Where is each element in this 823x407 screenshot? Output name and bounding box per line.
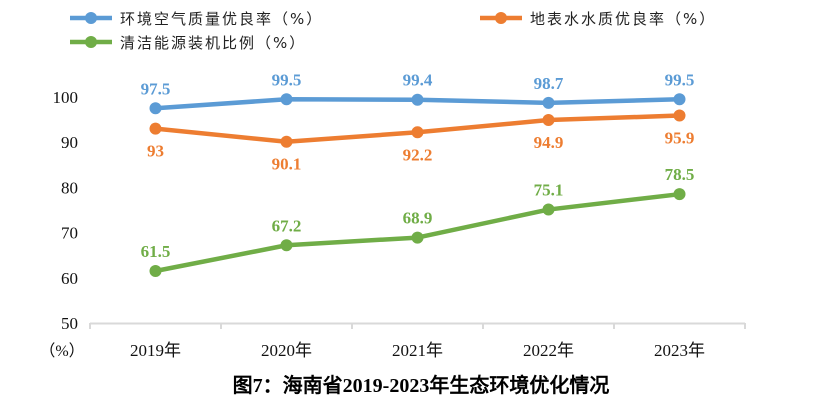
data-label: 98.7 — [534, 74, 564, 93]
data-label: 99.5 — [665, 70, 695, 89]
data-point — [411, 93, 424, 106]
data-point — [411, 231, 424, 244]
chart-title: 图7：海南省2019-2023年生态环境优化情况 — [233, 373, 610, 397]
x-tick-label: 2019年 — [130, 341, 181, 360]
data-label: 99.5 — [272, 70, 302, 89]
series-2: 93 90.1 92.2 94.9 95.9 — [147, 109, 695, 174]
y-axis-unit-label: （%） — [39, 342, 84, 360]
data-point — [542, 203, 555, 216]
x-tick-label: 2020年 — [261, 341, 312, 360]
legend-item-1: 环境空气质量优良率（%） — [70, 10, 323, 28]
data-label: 94.9 — [534, 133, 564, 152]
data-point — [280, 239, 293, 252]
data-label: 93 — [147, 142, 164, 161]
legend: 环境空气质量优良率（%） 地表水水质优良率（%） 清洁能源装机比例（%） — [70, 10, 716, 52]
data-point — [542, 114, 555, 127]
y-tick-label: 80 — [61, 178, 78, 197]
y-tick-label: 50 — [61, 314, 78, 333]
data-point — [280, 135, 293, 148]
legend-marker-icon — [85, 12, 97, 24]
data-label: 95.9 — [665, 129, 695, 148]
data-label: 90.1 — [272, 155, 302, 174]
data-label: 78.5 — [665, 165, 695, 184]
data-point — [149, 122, 162, 135]
data-point — [149, 265, 162, 278]
data-point — [280, 93, 293, 106]
data-label: 99.4 — [403, 71, 433, 90]
y-tick-label: 60 — [61, 269, 78, 288]
data-label: 97.5 — [141, 79, 171, 98]
data-label: 92.2 — [403, 145, 433, 164]
x-tick-label: 2022年 — [523, 341, 574, 360]
data-label: 67.2 — [272, 216, 302, 235]
y-tick-label: 100 — [53, 88, 79, 107]
series-1: 97.5 99.5 99.4 98.7 99.5 — [141, 70, 695, 115]
legend-label: 环境空气质量优良率（%） — [120, 10, 323, 28]
legend-label: 地表水水质优良率（%） — [530, 10, 716, 28]
series-3: 61.5 67.2 68.9 75.1 78.5 — [141, 165, 695, 278]
data-point — [673, 188, 686, 201]
data-point — [673, 109, 686, 122]
y-tick-label: 70 — [61, 224, 78, 243]
data-point — [542, 96, 555, 109]
data-point — [673, 93, 686, 106]
legend-marker-icon — [85, 36, 97, 48]
legend-item-2: 地表水水质优良率（%） — [480, 10, 716, 28]
data-label: 75.1 — [534, 181, 564, 200]
data-label: 61.5 — [141, 242, 171, 261]
legend-label: 清洁能源装机比例（%） — [120, 34, 306, 52]
y-axis: 50 60 70 80 90 100 — [53, 88, 79, 333]
legend-item-3: 清洁能源装机比例（%） — [70, 34, 306, 52]
x-axis: 2019年 2020年 2021年 2022年 2023年 — [89, 322, 746, 360]
data-point — [149, 102, 162, 115]
data-label: 68.9 — [403, 209, 433, 228]
series-group: 97.5 99.5 99.4 98.7 99.5 93 90.1 92.2 94.9 95.9 61… — [141, 70, 695, 278]
y-tick-label: 90 — [61, 133, 78, 152]
legend-marker-icon — [495, 12, 507, 24]
data-point — [411, 126, 424, 139]
x-tick-label: 2023年 — [654, 341, 705, 360]
x-tick-label: 2021年 — [392, 341, 443, 360]
